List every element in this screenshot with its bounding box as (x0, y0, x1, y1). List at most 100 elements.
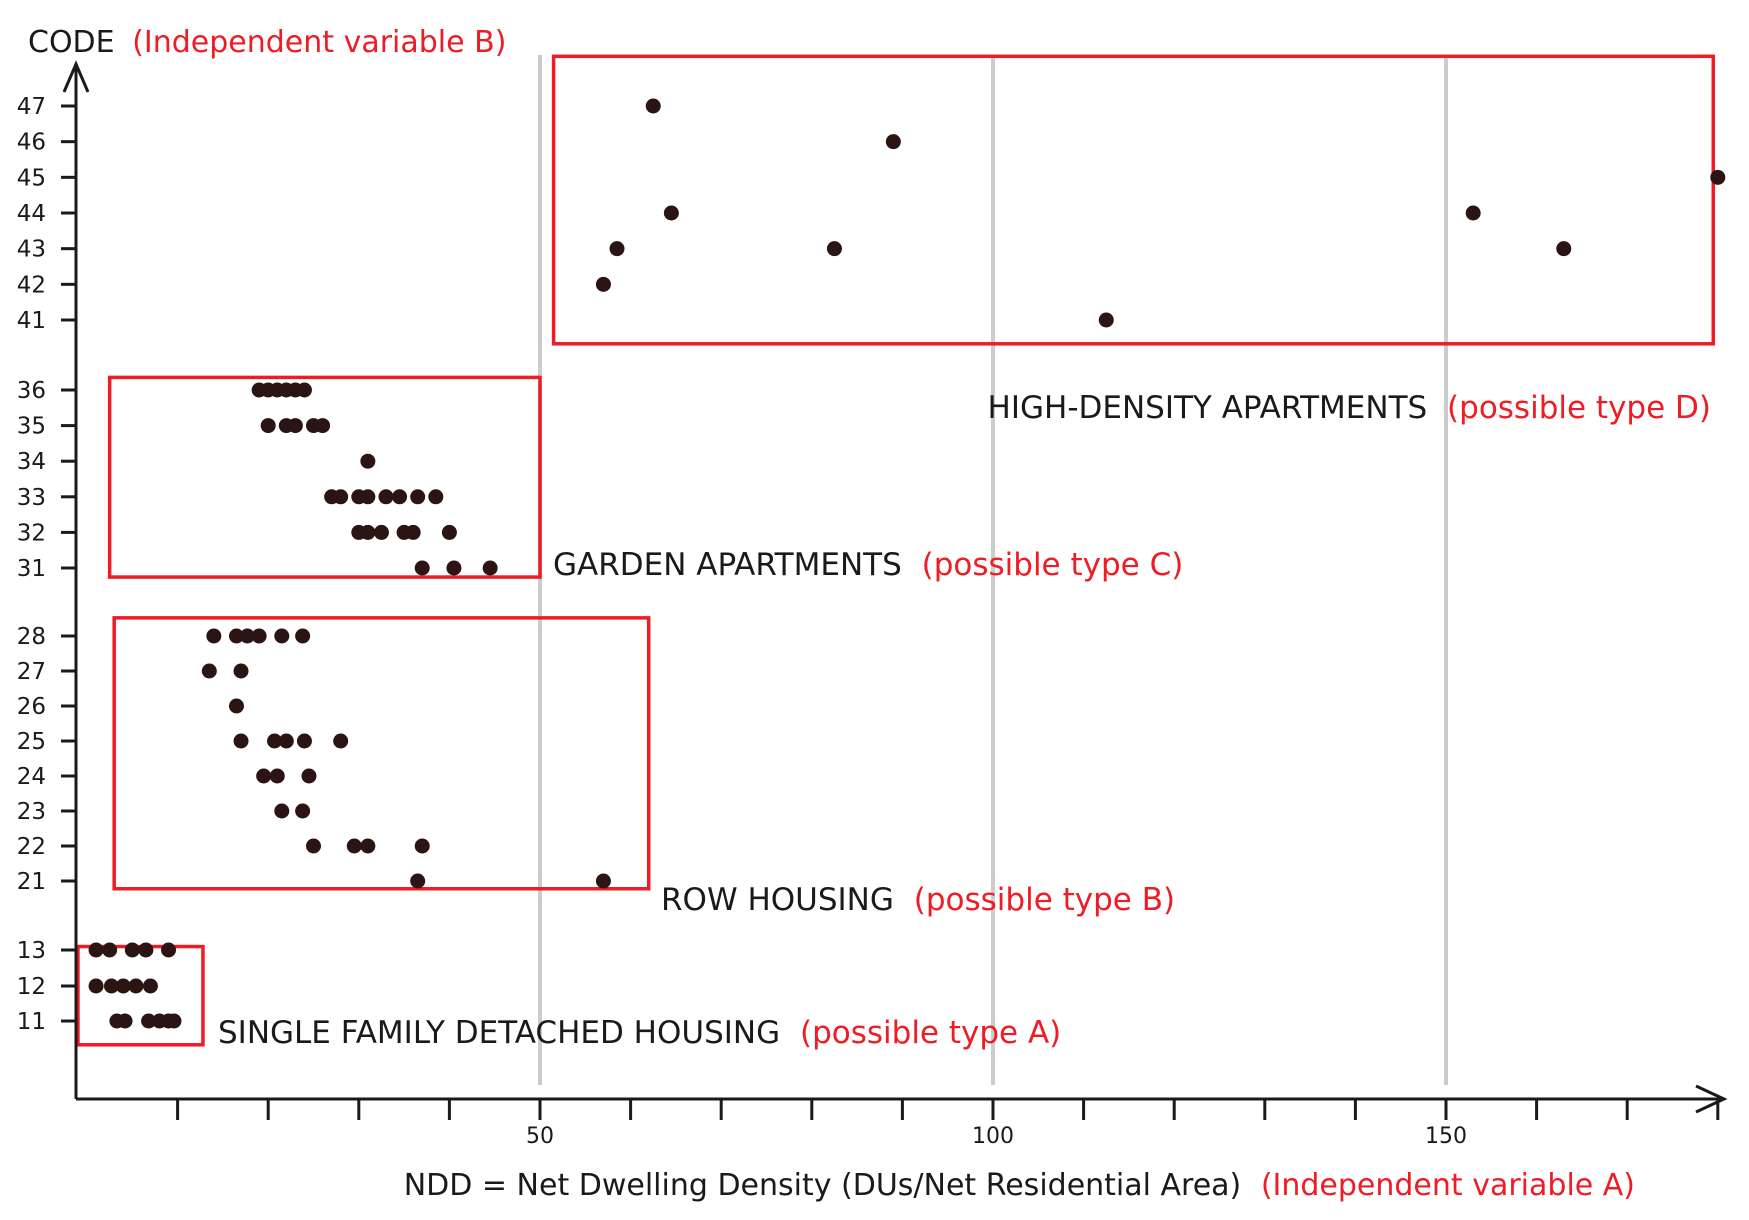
x-axis-title-note: (Independent variable A) (1261, 1168, 1635, 1203)
y-axis-title-text: CODE (28, 25, 115, 60)
x-axis-title: NDD = Net Dwelling Density (DUs/Net Resi… (404, 1168, 1635, 1203)
group-c-name: GARDEN APARTMENTS (553, 547, 902, 583)
data-point-b (233, 733, 249, 749)
data-point-b (228, 628, 244, 644)
data-point-b (333, 733, 349, 749)
y-tick-label: 23 (17, 799, 46, 825)
data-point-b (274, 803, 290, 819)
data-point-b (306, 838, 321, 854)
y-tick-label: 33 (17, 485, 46, 511)
data-point-b (301, 768, 317, 784)
data-point-c (446, 560, 462, 576)
data-point-d (826, 241, 842, 257)
y-tick-label: 13 (17, 938, 46, 964)
data-point-c (428, 489, 444, 505)
y-tick-label: 36 (17, 378, 46, 404)
x-axis-arrowhead (1695, 1084, 1728, 1114)
group-box-d (551, 54, 1716, 346)
y-tick-label: 43 (17, 237, 46, 263)
data-point-c (333, 489, 349, 505)
x-tick-label: 150 (1425, 1124, 1467, 1149)
data-point-b (239, 628, 255, 644)
axes (62, 60, 1728, 1114)
data-points (88, 98, 1726, 1029)
data-point-b (346, 838, 362, 854)
data-point-b (251, 628, 267, 644)
group-label-c: GARDEN APARTMENTS (possible type C) (553, 547, 1183, 583)
data-point-c (441, 524, 457, 540)
y-tick-label: 27 (17, 659, 46, 685)
data-point-c (410, 489, 426, 505)
y-axis-title-note: (Independent variable B) (132, 25, 506, 60)
data-point-c (405, 524, 421, 540)
data-point-b (233, 663, 249, 679)
y-tick-label: 12 (17, 974, 46, 1000)
data-point-d (1556, 241, 1572, 257)
y-tick-label: 31 (17, 556, 46, 582)
data-point-b (206, 628, 222, 644)
data-point-a (141, 1013, 157, 1029)
y-tick-label: 32 (17, 520, 46, 546)
data-point-c (296, 382, 312, 398)
y-tick-label: 22 (17, 834, 46, 860)
data-point-b (278, 733, 294, 749)
data-point-c (360, 453, 376, 469)
group-b-note: (possible type B) (914, 882, 1175, 918)
group-label-d: HIGH-DENSITY APARTMENTS (possible type D… (988, 390, 1711, 426)
y-tick-label: 41 (17, 308, 46, 334)
group-box-b (112, 616, 651, 891)
data-point-b (295, 803, 311, 819)
y-tick-label: 11 (17, 1009, 46, 1035)
data-point-c (482, 560, 498, 576)
y-tick-label: 35 (17, 414, 46, 440)
group-a-name: SINGLE FAMILY DETACHED HOUSING (218, 1015, 780, 1051)
data-point-a (142, 978, 158, 994)
data-point-a (128, 978, 144, 994)
y-tick-label: 34 (17, 449, 46, 475)
data-point-b (360, 838, 376, 854)
data-point-b (269, 768, 285, 784)
y-ticks: 11 12 13 21 22 23 24 25 26 27 28 31 32 33 34 35 36 41 42 43… (17, 94, 76, 1035)
data-point-b (267, 733, 283, 749)
data-point-b (274, 628, 290, 644)
data-point-d (645, 98, 661, 114)
data-point-d (885, 134, 901, 150)
data-point-b (595, 873, 611, 889)
y-tick-label: 26 (17, 694, 46, 720)
y-axis-arrowhead (62, 60, 90, 93)
data-point-b (228, 698, 244, 714)
group-label-b: ROW HOUSING (possible type B) (661, 882, 1175, 918)
y-tick-label: 46 (17, 130, 46, 156)
data-point-b (295, 628, 311, 644)
group-box-a (76, 944, 205, 1047)
data-point-d (1465, 205, 1481, 221)
group-d-name: HIGH-DENSITY APARTMENTS (988, 390, 1428, 426)
y-tick-label: 42 (17, 272, 46, 298)
data-point-a (117, 1013, 133, 1029)
data-point-a (161, 942, 177, 958)
data-point-d (609, 241, 625, 257)
group-b-name: ROW HOUSING (661, 882, 894, 918)
x-axis-title-text: NDD = Net Dwelling Density (DUs/Net Resi… (404, 1168, 1242, 1203)
y-tick-label: 21 (17, 869, 46, 895)
data-point-a (103, 978, 119, 994)
data-point-b (296, 733, 312, 749)
data-point-c (392, 489, 408, 505)
data-point-a (138, 942, 154, 958)
data-point-d (595, 276, 611, 292)
group-box-c (107, 375, 542, 579)
y-tick-label: 25 (17, 729, 46, 755)
x-tick-label: 50 (526, 1124, 554, 1149)
y-tick-label: 24 (17, 764, 46, 790)
data-point-b (410, 873, 426, 889)
data-point-b (201, 663, 217, 679)
y-tick-label: 44 (17, 201, 46, 227)
data-point-a (102, 942, 118, 958)
data-point-d (663, 205, 679, 221)
x-ticks: 50 100 150 (176, 1099, 1720, 1149)
data-point-a (88, 942, 104, 958)
data-point-c (360, 524, 376, 540)
group-c-note: (possible type C) (922, 547, 1184, 583)
data-point-b (414, 838, 430, 854)
